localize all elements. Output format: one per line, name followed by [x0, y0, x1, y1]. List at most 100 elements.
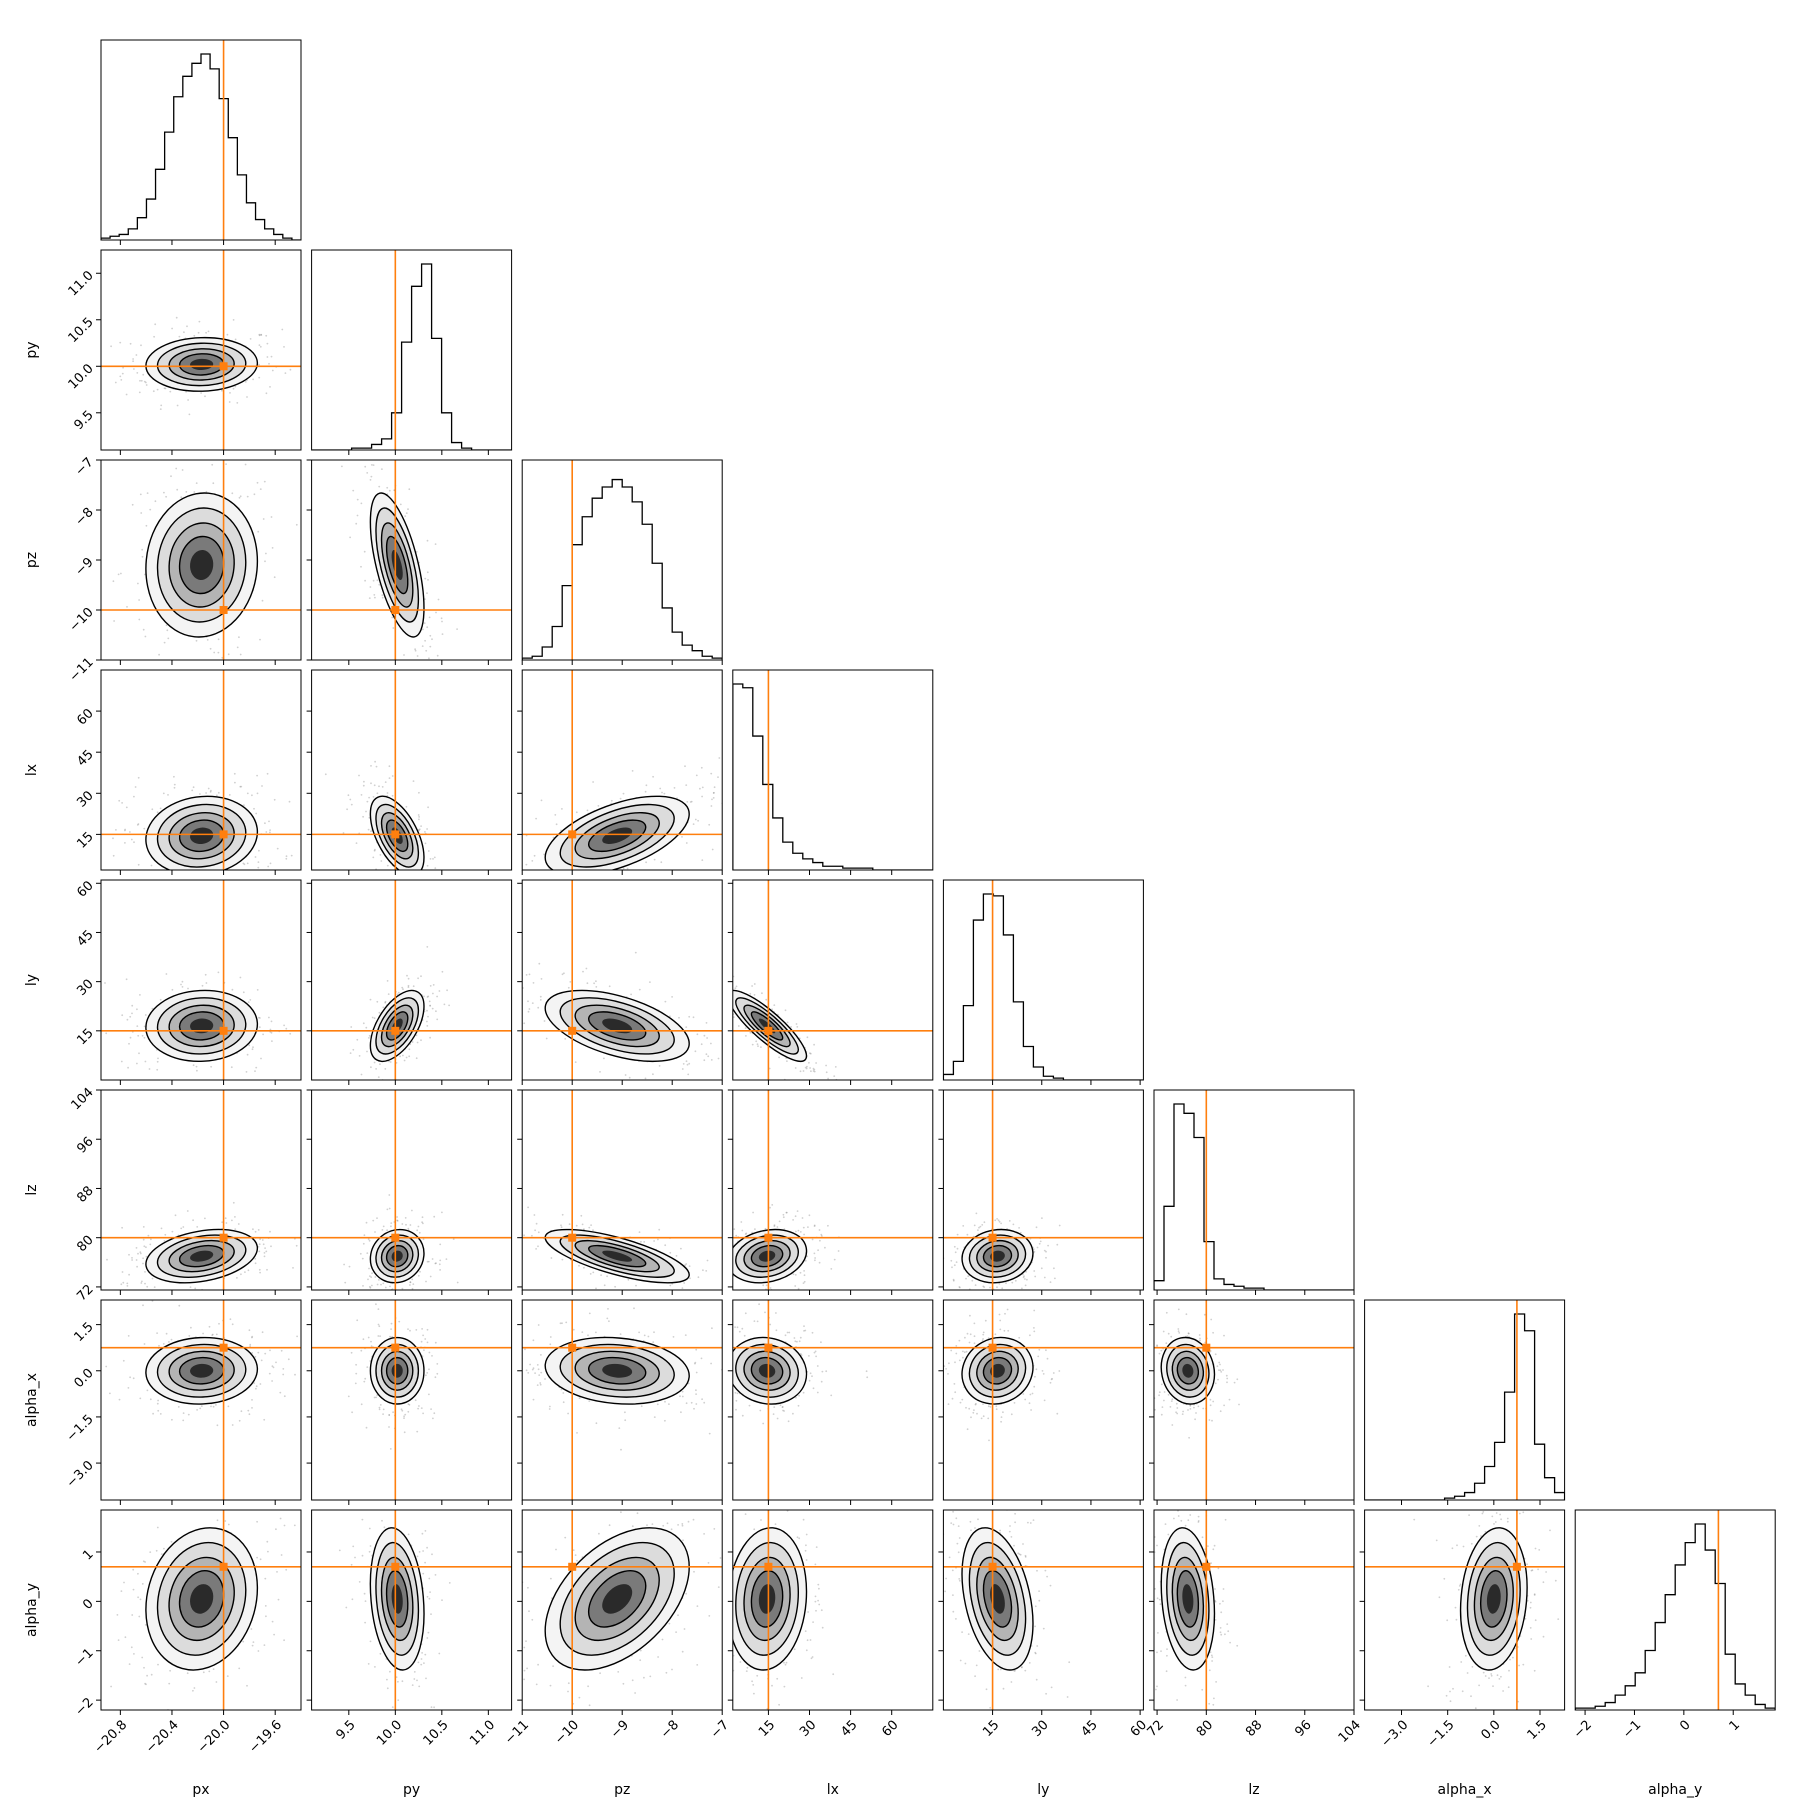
panel-frame: [311, 1089, 513, 1291]
contour-level: [1486, 1584, 1501, 1614]
truth-marker: [988, 1343, 997, 1352]
y-tick-label: −10: [67, 605, 97, 635]
x-tick-label: 11.0: [467, 1718, 498, 1749]
histogram-alpha_y: [1575, 1523, 1776, 1710]
panel-frame: [732, 1089, 934, 1291]
panel-py-vs-py: [311, 249, 513, 455]
y-axis-label-lz: lz: [24, 1184, 40, 1195]
y-tick-label: −3.0: [64, 1458, 97, 1491]
x-axis-label-pz: pz: [614, 1782, 630, 1798]
y-tick-label: 80: [74, 1233, 96, 1255]
panel-alpha_y-vs-py: [306, 1509, 513, 1715]
truth-marker: [219, 362, 228, 371]
contour-level: [391, 550, 403, 580]
panel-lz-vs-ly: [938, 1089, 1144, 1295]
truth-marker: [764, 1026, 773, 1035]
contour-level: [190, 1363, 214, 1378]
panel-frame: [100, 249, 302, 451]
x-axis-label-ly: ly: [1037, 1782, 1049, 1798]
panel-alpha_y-vs-pz: [517, 1509, 723, 1715]
truth-marker: [219, 1343, 228, 1352]
truth-marker: [219, 1562, 228, 1571]
panel-frame: [100, 879, 302, 1081]
x-tick-label: −20.0: [195, 1718, 234, 1757]
truth-marker: [764, 1343, 773, 1352]
panel-lz-vs-px: [96, 1089, 302, 1295]
panel-frame: [732, 669, 934, 871]
contour-level: [190, 1250, 214, 1262]
x-tick-label: 88: [1243, 1718, 1265, 1740]
panel-frame: [1364, 1299, 1566, 1501]
y-tick-label: 88: [74, 1184, 96, 1206]
y-tick-label: 9.5: [71, 408, 96, 433]
panel-alpha_x-vs-alpha_x: [1364, 1299, 1566, 1505]
y-tick-label: 0.0: [71, 1366, 96, 1391]
panel-lz-vs-lx: [727, 1089, 934, 1295]
panel-alpha_y-vs-lx: [727, 1509, 934, 1715]
panel-alpha_x-vs-px: [96, 1299, 302, 1505]
panel-frame: [1153, 1299, 1355, 1501]
contour-level: [602, 1363, 633, 1378]
truth-marker: [568, 830, 577, 839]
contour-level: [990, 1250, 1005, 1262]
panel-frame: [942, 1509, 1144, 1711]
contour-level: [602, 1584, 633, 1614]
y-tick-label: −8: [72, 505, 96, 529]
contour-level: [190, 1584, 214, 1614]
panel-alpha_y-vs-ly: [938, 1509, 1144, 1715]
panel-frame: [1574, 1509, 1776, 1711]
contour-level: [190, 549, 214, 581]
truth-marker: [391, 830, 400, 839]
truth-marker: [219, 1233, 228, 1242]
panel-ly-vs-ly: [942, 879, 1144, 1085]
y-tick-label: −1: [72, 1646, 96, 1670]
panel-pz-vs-px: [96, 459, 302, 665]
contour-level: [1182, 1363, 1194, 1378]
x-tick-label: 104: [1336, 1718, 1364, 1746]
x-tick-label: 0.0: [1478, 1718, 1503, 1743]
contour-level: [602, 1018, 633, 1034]
y-tick-label: 10.5: [66, 315, 97, 346]
panel-frame: [311, 1299, 513, 1501]
x-tick-label: −19.6: [246, 1718, 285, 1757]
y-tick-label: 104: [68, 1085, 96, 1113]
x-tick-label: −8: [658, 1718, 682, 1742]
panel-frame: [942, 1299, 1144, 1501]
truth-marker: [764, 1233, 773, 1242]
x-axis-label-lz: lz: [1248, 1782, 1259, 1798]
contour-level: [758, 1250, 776, 1262]
x-tick-label: 45: [1079, 1718, 1101, 1740]
panel-alpha_y-vs-alpha_x: [1359, 1509, 1566, 1715]
panel-px-vs-px: [100, 39, 302, 245]
contour-level: [190, 1018, 214, 1034]
panel-ly-vs-py: [306, 879, 513, 1085]
x-axis-label-px: px: [192, 1782, 209, 1798]
panel-frame: [1153, 1509, 1355, 1711]
x-tick-label: 30: [797, 1718, 819, 1740]
y-tick-label: 15: [74, 829, 96, 851]
truth-marker: [568, 1233, 577, 1242]
x-tick-label: −2: [1571, 1718, 1595, 1742]
x-tick-label: 1.5: [1525, 1718, 1550, 1743]
histogram-py: [311, 263, 512, 450]
histogram-px: [101, 53, 301, 240]
y-tick-label: −2: [72, 1695, 96, 1719]
x-tick-label: 15: [980, 1718, 1002, 1740]
contour-level: [758, 1363, 776, 1378]
panel-frame: [311, 669, 513, 871]
y-tick-label: 15: [74, 1026, 96, 1048]
y-axis-label-alpha_x: alpha_x: [24, 1373, 40, 1427]
y-tick-label: 45: [74, 747, 96, 769]
truth-marker: [1202, 1343, 1211, 1352]
histogram-alpha_x: [1364, 1313, 1565, 1500]
panel-lz-vs-py: [306, 1089, 513, 1295]
panel-frame: [311, 1509, 513, 1711]
y-tick-label: 45: [74, 928, 96, 950]
histogram-pz: [522, 478, 723, 660]
histogram-ly: [943, 893, 1144, 1080]
y-tick-label: 30: [74, 788, 96, 810]
panel-frame: [100, 1089, 302, 1291]
truth-marker: [391, 606, 400, 614]
truth-marker: [219, 830, 228, 839]
y-tick-label: −9: [72, 555, 96, 579]
